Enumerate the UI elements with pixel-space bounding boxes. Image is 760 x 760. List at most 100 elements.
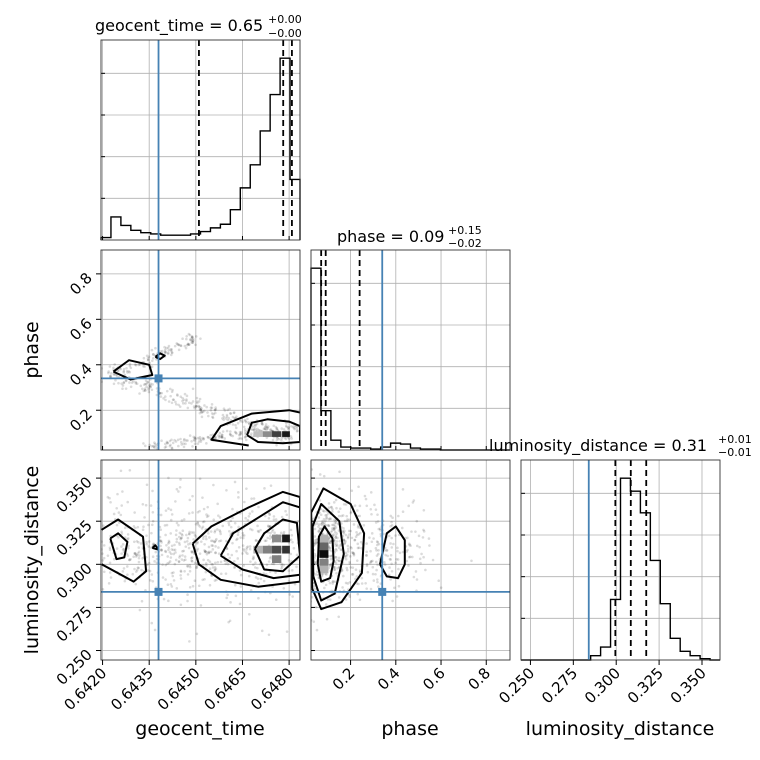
panel-phase-vs-geocent-time-point-307 xyxy=(265,425,269,429)
panel-luminosity-distance-vs-geocent-time-point-161 xyxy=(135,554,139,557)
panel-phase-vs-geocent-time-point-330 xyxy=(220,436,224,439)
panel-luminosity-distance-vs-geocent-time-point-541 xyxy=(242,549,246,552)
panel-phase-vs-geocent-time-point-535 xyxy=(166,352,170,356)
panel-phase-vs-geocent-time-point-271 xyxy=(152,445,156,449)
panel-luminosity-distance-vs-phase-point-18 xyxy=(318,499,322,502)
panel-luminosity-distance-vs-geocent-time-point-669 xyxy=(233,521,237,525)
panel-phase-vs-geocent-time-contour-1 xyxy=(210,409,300,447)
panel-luminosity-distance-vs-phase-point-291 xyxy=(338,470,341,474)
panel-luminosity-distance-vs-phase-point-562 xyxy=(364,553,368,557)
panel-luminosity-distance-vs-phase-point-514 xyxy=(411,501,415,504)
panel-phase-vs-geocent-time-point-86 xyxy=(181,402,185,405)
panel-luminosity-distance-vs-geocent-time-point-54 xyxy=(190,559,193,562)
panel-phase-vs-geocent-time-point-152 xyxy=(198,397,202,401)
panel-phase-vs-geocent-time-point-408 xyxy=(160,439,163,442)
panel-luminosity-distance-vs-geocent-time-point-778 xyxy=(181,554,184,557)
panel-phase-vs-geocent-time-point-104 xyxy=(211,416,215,420)
panel-luminosity-distance-vs-geocent-time-point-558 xyxy=(151,519,155,523)
panel-luminosity-distance-vs-geocent-time-point-589 xyxy=(217,546,220,549)
panel-luminosity-distance-vs-geocent-time-point-409 xyxy=(295,553,299,557)
panel-luminosity-distance-vs-geocent-time-point-306 xyxy=(210,539,213,543)
panel-luminosity-distance-vs-geocent-time-point-672 xyxy=(274,598,278,602)
panel-luminosity-distance-vs-geocent-time-point-655 xyxy=(213,540,217,544)
panel-luminosity-distance-vs-phase-point-275 xyxy=(331,510,334,513)
panel-luminosity-distance-vs-phase-point-45 xyxy=(346,518,349,521)
panel-phase-vs-geocent-time-point-131 xyxy=(185,399,188,403)
panel-luminosity-distance-vs-geocent-time-point-70 xyxy=(268,537,272,540)
panel-luminosity-distance-vs-geocent-time-point-713 xyxy=(175,529,178,532)
panel-phase-vs-geocent-time-point-165 xyxy=(177,403,180,407)
panel-luminosity-distance-vs-geocent-time-point-14 xyxy=(204,535,208,538)
panel-luminosity-distance-vs-geocent-time-point-382 xyxy=(190,556,193,560)
panel-luminosity-distance-vs-phase-point-16 xyxy=(334,519,337,523)
panel-luminosity-distance-vs-phase-point-648 xyxy=(345,514,349,518)
panel-luminosity-distance-vs-phase-point-207 xyxy=(304,544,307,547)
panel-luminosity-distance-vs-geocent-time-point-214 xyxy=(133,551,137,555)
panel-luminosity-distance-vs-phase-point-204 xyxy=(327,524,331,528)
panel-luminosity-distance-vs-geocent-time-point-143 xyxy=(266,524,270,528)
panel-phase-vs-geocent-time-point-323 xyxy=(285,421,288,425)
panel-luminosity-distance-vs-geocent-time-point-414 xyxy=(305,533,308,536)
panel-luminosity-distance-vs-phase-point-168 xyxy=(320,521,324,525)
panel-phase-vs-geocent-time-point-103 xyxy=(187,401,191,405)
panel-phase-vs-geocent-time-point-27 xyxy=(141,387,144,391)
panel-phase-vs-geocent-time-point-509 xyxy=(166,351,170,355)
panel-luminosity-distance-vs-geocent-time-point-19 xyxy=(213,529,217,532)
panel-luminosity-distance-vs-geocent-time-point-682 xyxy=(150,621,154,625)
panel-luminosity-distance-vs-phase-point-150 xyxy=(322,474,326,478)
panel-luminosity-distance-vs-geocent-time-point-68 xyxy=(200,527,204,530)
panel-phase-vs-geocent-time-point-479 xyxy=(167,344,171,348)
panel-phase-vs-geocent-time-point-432 xyxy=(142,356,146,360)
panel-phase-vs-geocent-time-point-105 xyxy=(107,371,110,375)
panel-luminosity-distance-vs-phase-point-611 xyxy=(387,534,391,538)
panel-luminosity-distance-vs-geocent-time-point-664 xyxy=(259,528,262,532)
panel-luminosity-distance-vs-geocent-time-point-461 xyxy=(203,549,206,552)
panel-phase-vs-geocent-time-point-159 xyxy=(239,418,243,422)
panel-luminosity-distance-vs-phase-point-22 xyxy=(335,540,339,543)
panel-phase-vs-geocent-time-point-331 xyxy=(295,429,299,433)
panel-luminosity-distance-vs-geocent-time-point-487 xyxy=(241,531,245,535)
panel-luminosity-distance-vs-geocent-time-point-377 xyxy=(77,554,80,557)
panel-luminosity-distance-vs-geocent-time-point-466 xyxy=(190,531,194,534)
panel-phase-vs-geocent-time-point-106 xyxy=(139,384,143,388)
panel-luminosity-distance-vs-phase-point-421 xyxy=(365,587,368,590)
panel-phase-vs-geocent-time-point-376 xyxy=(250,432,253,435)
panel-phase-vs-geocent-time-point-8 xyxy=(186,406,190,410)
panel-luminosity-distance-vs-geocent-time-point-160 xyxy=(131,572,135,576)
panel-luminosity-distance-vs-geocent-time-point-677 xyxy=(199,540,203,543)
panel-luminosity-distance-vs-phase-contour-0 xyxy=(316,525,335,583)
xtick-label-luminosity-distance-3: 0.325 xyxy=(624,664,667,707)
panel-phase-vs-geocent-time-point-474 xyxy=(170,351,174,355)
panel-luminosity-distance-vs-geocent-time-point-350 xyxy=(102,570,106,574)
panel-luminosity-distance-vs-geocent-time-point-602 xyxy=(203,550,207,554)
panel-luminosity-distance-vs-geocent-time-point-779 xyxy=(257,505,260,509)
panel-phase-vs-geocent-time-point-148 xyxy=(112,366,115,370)
panel-luminosity-distance-vs-phase-point-401 xyxy=(332,523,335,527)
panel-luminosity-distance-vs-phase-point-212 xyxy=(329,530,333,534)
panel-phase-vs-geocent-time-point-385 xyxy=(244,438,248,442)
panel-luminosity-distance-vs-geocent-time-point-471 xyxy=(125,552,129,556)
panel-phase-vs-geocent-time-point-217 xyxy=(197,400,201,403)
panel-phase-vs-geocent-time-point-15 xyxy=(203,409,206,413)
panel-phase-vs-geocent-time-point-176 xyxy=(241,420,244,424)
panel-luminosity-distance-vs-phase-point-636 xyxy=(391,599,394,603)
panel-phase-vs-geocent-time-point-349 xyxy=(285,425,288,429)
panel-phase-vs-geocent-time-point-194 xyxy=(144,379,148,383)
panel-phase-vs-geocent-time-point-12 xyxy=(147,390,151,394)
panel-luminosity-distance-vs-phase-point-599 xyxy=(401,510,405,514)
panel-luminosity-distance-vs-phase-point-189 xyxy=(305,561,308,564)
panel-phase-vs-geocent-time-point-99 xyxy=(255,422,259,426)
panel-luminosity-distance-vs-geocent-time-point-673 xyxy=(94,538,97,541)
panel-luminosity-distance-vs-geocent-time-point-354 xyxy=(194,535,198,538)
panel-phase-vs-geocent-time-point-325 xyxy=(238,430,242,434)
panel-phase-vs-geocent-time-point-200 xyxy=(171,398,175,401)
panel-luminosity-distance-vs-phase-point-334 xyxy=(314,541,318,544)
panel-phase-vs-geocent-time-point-451 xyxy=(117,369,120,372)
panel-phase-vs-geocent-time-point-309 xyxy=(164,445,168,449)
panel-luminosity-distance-vs-geocent-time-point-394 xyxy=(270,530,274,533)
panel-luminosity-distance-vs-geocent-time-point-515 xyxy=(257,530,261,534)
panel-luminosity-distance-vs-geocent-time-point-441 xyxy=(237,545,241,549)
panel-luminosity-distance-vs-phase-point-163 xyxy=(346,536,350,540)
panel-phase-vs-geocent-time-point-373 xyxy=(258,429,262,432)
panel-phase-vs-geocent-time-point-127 xyxy=(174,402,178,406)
